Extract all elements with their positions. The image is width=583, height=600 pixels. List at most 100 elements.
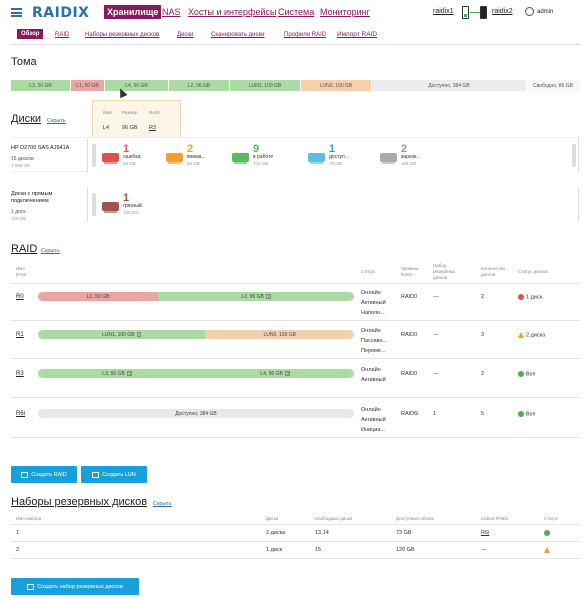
disk-group-label: внима... [187, 154, 206, 160]
tooltip-raid-link[interactable]: R3 [149, 125, 157, 131]
raid-header-spare: Набор резервных дисков [433, 263, 456, 280]
raid-volume-bar: L1, 50 GB L2, 96 GB R [38, 292, 354, 301]
spare-name[interactable]: 2 [16, 547, 20, 553]
disk-group-size: 166 GB [401, 161, 417, 166]
tab-import-raid[interactable]: Импорт RAID [337, 31, 378, 38]
raid-status-line: Онлайн [361, 290, 381, 296]
spare-name[interactable]: 1 [16, 530, 20, 536]
raid-name-link[interactable]: R1 [16, 332, 24, 338]
user-name[interactable]: admin [537, 9, 554, 15]
direct-name-line1: Диски с прямым [11, 191, 53, 197]
enclosure-count: 15 дисков [11, 156, 34, 162]
disk-group-working[interactable]: 9 в работе 704 GB [232, 143, 302, 169]
spares-header: Диски [266, 516, 279, 521]
raid-volume-segment[interactable]: L3, 50 GB R [38, 369, 196, 378]
nav-system[interactable]: Система [278, 7, 315, 17]
raid-status-line: Активный [361, 377, 386, 383]
tab-raid-profiles[interactable]: Профили RAID [284, 32, 327, 38]
node1-link[interactable]: raidix1 [433, 8, 454, 15]
raid-volume-segment[interactable]: Доступно, 384 GB [38, 409, 354, 418]
spare-disks: 1 диск [266, 547, 283, 553]
spare-status [544, 530, 552, 536]
enclosure-panel: HP D2700 SAS AJ941A 15 дисков 1 095 GB 1… [11, 137, 579, 173]
spare-volume: 73 GB [396, 530, 412, 536]
table-divider [11, 524, 580, 525]
raid-volume-segment[interactable]: L1, 50 GB [38, 292, 159, 301]
create-raid-label: Создать RAID [31, 471, 67, 478]
nav-storage[interactable]: Хранилище [104, 5, 162, 19]
spares-hide-link[interactable]: Скрыть [153, 501, 172, 507]
scroll-left-handle[interactable] [92, 193, 96, 216]
node2-link[interactable]: raidix2 [492, 8, 513, 15]
raid-name-link[interactable]: R6i [16, 411, 26, 417]
disk-group-warning[interactable]: 2 внима... 96 GB [166, 143, 236, 169]
subnav-divider [10, 44, 580, 45]
raid-volume-segment[interactable]: L4, 96 GB R [196, 369, 354, 378]
spare-free: 15 [315, 547, 322, 553]
volume-segment[interactable]: Свободно, 86 GB [527, 80, 580, 91]
raid-spare: 1 [433, 411, 437, 417]
tab-disks[interactable]: Диски [177, 32, 194, 38]
volume-segment[interactable]: L4, 96 GB [105, 80, 169, 91]
tab-spare-pools[interactable]: Наборы резервных дисков [85, 32, 160, 38]
raid-status: Онлайн Пассивн... Переме... [361, 326, 387, 356]
disk-group-label: грязный [123, 203, 142, 209]
disk-group-available[interactable]: 1 доступ... 70 GB [308, 143, 378, 169]
nav-monitoring[interactable]: Мониторинг [320, 7, 370, 17]
disk-warning-icon [166, 153, 183, 164]
disks-hide-link[interactable]: Скрыть [47, 118, 66, 124]
raid-segment-tag: R [126, 371, 132, 376]
table-divider [11, 437, 580, 438]
raid-volume-segment[interactable]: L2, 96 GB R [158, 292, 354, 301]
tab-raid[interactable]: RAID [55, 32, 70, 38]
table-divider [11, 558, 580, 559]
volume-segment[interactable]: LUN1, 100 GB [230, 80, 301, 91]
user-icon[interactable] [525, 7, 534, 16]
disk-error-icon [102, 153, 119, 164]
raid-status-line: Переме... [361, 348, 386, 354]
nav-hosts[interactable]: Хосты и интерфейсы [188, 7, 277, 17]
raid-name-link[interactable]: R3 [16, 371, 24, 377]
volume-segment[interactable]: L1, 50 GB [71, 80, 105, 91]
raid-disk-status-label: Все [526, 371, 536, 378]
direct-size: 120 GB [11, 216, 27, 221]
spare-disks: 2 диска [266, 530, 286, 536]
spare-linked-raid[interactable]: R6i [481, 530, 490, 536]
warning-icon [544, 547, 550, 553]
tooltip-header: Размер [122, 110, 138, 115]
disk-group-dirty[interactable]: 1 грязный 120 GB [102, 192, 172, 218]
disk-group-count: 1 [123, 192, 130, 204]
create-raid-button[interactable]: Создать RAID [11, 466, 77, 483]
tab-scan-disks[interactable]: Сканировать диски [211, 32, 265, 38]
raid-header-status: Статус [361, 269, 376, 274]
enclosure-name: HP D2700 SAS AJ941A [11, 145, 70, 151]
raid-segment-label: L4, 96 GB [260, 370, 283, 377]
tooltip-value: L4 [103, 125, 110, 131]
disk-group-reserved[interactable]: 2 зарезе... 166 GB [380, 143, 450, 169]
disk-groups-box: 1 ошибка 58 GB 2 внима... 96 GB 9 в рабо… [87, 138, 579, 173]
raid-volume-segment[interactable]: LUN0, 100 GB [205, 330, 354, 339]
nav-nas[interactable]: NAS [162, 7, 181, 17]
raid-hide-link[interactable]: Скрыть [41, 248, 60, 254]
raid-volume-segment[interactable]: LUN1, 100 GB R [38, 330, 206, 339]
disk-group-count: 1 [329, 143, 336, 155]
raid-volume-bar: Доступно, 384 GB [38, 409, 354, 418]
disk-group-error[interactable]: 1 ошибка 58 GB [102, 143, 172, 169]
volume-segment[interactable]: LUN0, 100 GB [301, 80, 372, 91]
volume-segment[interactable]: L3, 50 GB [11, 80, 71, 91]
volume-segment[interactable]: L2, 96 GB [169, 80, 230, 91]
scroll-left-handle[interactable] [92, 144, 96, 167]
table-divider [11, 283, 580, 284]
volume-segment[interactable]: Доступно, 384 GB [372, 80, 527, 91]
volumes-bar: L3, 50 GB L1, 50 GB L4, 96 GB L2, 96 GB … [11, 80, 580, 91]
add-icon [92, 471, 100, 478]
menu-icon[interactable] [11, 8, 22, 17]
create-lun-button[interactable]: Создать LUN [81, 466, 147, 483]
tooltip-value: 96 GB [122, 125, 138, 131]
volumes-title: Тома [11, 56, 37, 68]
raid-disk-status: Все [518, 371, 535, 377]
tab-overview[interactable]: Обзор [17, 29, 44, 39]
scroll-right-handle[interactable] [572, 144, 576, 167]
raid-name-link[interactable]: R0 [16, 294, 24, 300]
create-spare-pool-button[interactable]: Создать набор резервных дисков [11, 578, 139, 595]
